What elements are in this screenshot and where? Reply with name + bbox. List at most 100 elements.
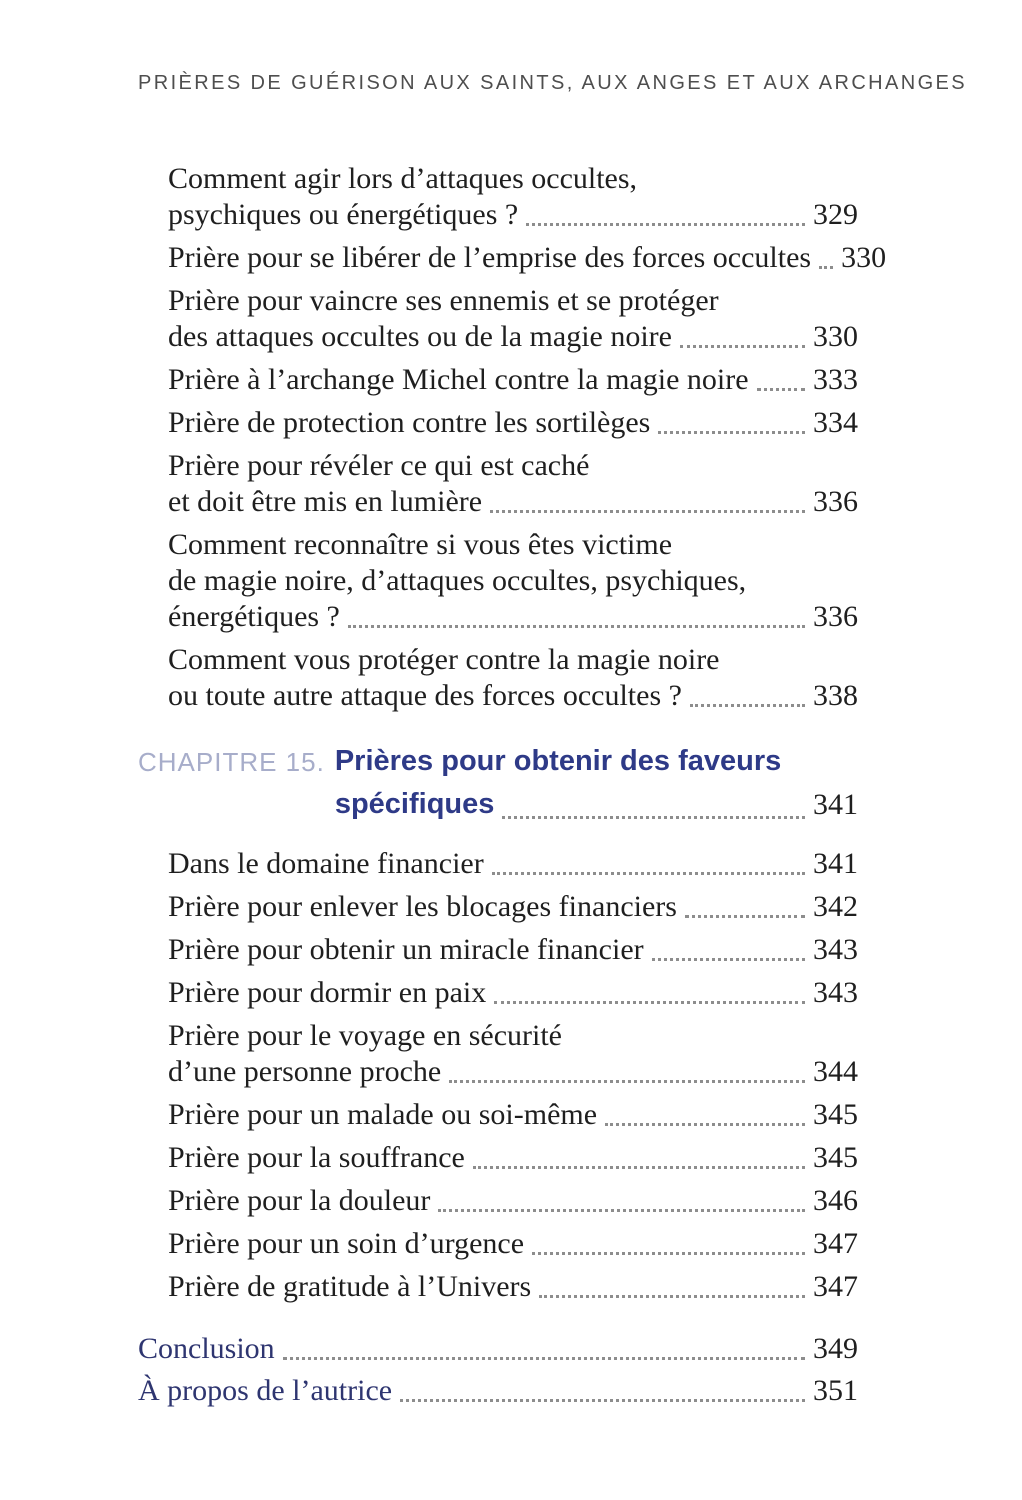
entry-text-line[interactable]: Comment vous protéger contre la magie no… bbox=[168, 643, 720, 676]
dotted-leader bbox=[819, 266, 834, 269]
entry-title[interactable]: et doit être mis en lumière bbox=[168, 485, 483, 518]
page-number[interactable]: 336 bbox=[813, 600, 858, 633]
entry-last-line: Prière pour enlever les blocages financi… bbox=[168, 889, 858, 925]
entry-last-line: ou toute autre attaque des forces occult… bbox=[168, 678, 858, 714]
entry-last-line: À propos de l’autrice 351 bbox=[138, 1373, 858, 1409]
chapter-title-line2-row: spécifiques 341 bbox=[335, 783, 858, 826]
entry-last-line: Prière à l’archange Michel contre la mag… bbox=[168, 362, 858, 398]
dotted-leader bbox=[689, 704, 805, 707]
entry-title[interactable]: Prière pour enlever les blocages financi… bbox=[168, 890, 677, 923]
entry-lines: Prière pour obtenir un miracle financier… bbox=[168, 932, 858, 968]
entry-lines: Prière pour le voyage en sécurité d’une p… bbox=[168, 1018, 858, 1090]
page-number[interactable]: 345 bbox=[813, 1098, 858, 1131]
entry-last-line: Prière pour un malade ou soi-même 345 bbox=[168, 1097, 858, 1133]
entry-lines: Prière pour vaincre ses ennemis et se pr… bbox=[168, 283, 858, 355]
entry-text-line[interactable]: Prière pour vaincre ses ennemis et se pr… bbox=[168, 284, 719, 317]
toc-entry: Dans le domaine financier 341 bbox=[138, 846, 858, 882]
entry-last-line: des attaques occultes ou de la magie noi… bbox=[168, 319, 858, 355]
toc-entry: Prière pour le voyage en sécurité d’une p… bbox=[138, 1018, 858, 1090]
page-number[interactable]: 347 bbox=[813, 1270, 858, 1303]
page-number[interactable]: 343 bbox=[813, 933, 858, 966]
entry-lines: Comment agir lors d’attaques occultes, ps… bbox=[168, 161, 858, 233]
page-number[interactable]: 330 bbox=[841, 241, 887, 274]
entry-lines: Prière pour un soin d’urgence 347 bbox=[168, 1226, 858, 1262]
entry-title[interactable]: Conclusion bbox=[138, 1332, 275, 1365]
toc-entry: À propos de l’autrice 351 bbox=[138, 1373, 858, 1409]
toc-entry: Prière pour un malade ou soi-même 345 bbox=[138, 1097, 858, 1133]
entry-lines: Prière pour dormir en paix 343 bbox=[168, 975, 858, 1011]
dotted-leader bbox=[282, 1357, 805, 1360]
entry-text-line[interactable]: Prière pour révéler ce qui est caché bbox=[168, 449, 590, 482]
entry-title[interactable]: d’une personne proche bbox=[168, 1055, 442, 1088]
chapter-title-block: Prières pour obtenir des faveurs spécifi… bbox=[335, 740, 858, 826]
entry-last-line: énergétiques ? 336 bbox=[168, 599, 858, 635]
entry-lines: Prière pour révéler ce qui est caché et d… bbox=[168, 448, 858, 520]
page-number[interactable]: 344 bbox=[813, 1055, 858, 1088]
toc-backmatter: Conclusion 349 À propos de l’autrice 351 bbox=[138, 1331, 858, 1409]
entry-last-line: Prière pour obtenir un miracle financier… bbox=[168, 932, 858, 968]
chapter-15-heading: CHAPITRE 15. Prières pour obtenir des fa… bbox=[138, 740, 858, 826]
entry-lines: Prière pour la souffrance 345 bbox=[168, 1140, 858, 1176]
page-number[interactable]: 341 bbox=[813, 847, 858, 880]
dotted-leader bbox=[491, 872, 805, 875]
page-number[interactable]: 343 bbox=[813, 976, 858, 1009]
page-number[interactable]: 330 bbox=[813, 320, 858, 353]
toc-entry: Conclusion 349 bbox=[138, 1331, 858, 1367]
entry-lines: Comment reconnaître si vous êtes victime… bbox=[168, 527, 858, 635]
entry-title[interactable]: Prière pour dormir en paix bbox=[168, 976, 487, 1009]
entry-title[interactable]: ou toute autre attaque des forces occult… bbox=[168, 679, 682, 712]
entry-lines: Prière pour la douleur 346 bbox=[168, 1183, 858, 1219]
entry-title[interactable]: Prière pour la douleur bbox=[168, 1184, 431, 1217]
page-number[interactable]: 346 bbox=[813, 1184, 858, 1217]
toc-entry: Prière pour vaincre ses ennemis et se pr… bbox=[138, 283, 858, 355]
entry-text-line[interactable]: Comment agir lors d’attaques occultes, bbox=[168, 162, 638, 195]
entry-title[interactable]: psychiques ou énergétiques ? bbox=[168, 198, 519, 231]
toc-section-2: Dans le domaine financier 341 Prière pour… bbox=[138, 846, 858, 1305]
entry-title[interactable]: Prière pour un soin d’urgence bbox=[168, 1227, 525, 1260]
entry-title[interactable]: Prière à l’archange Michel contre la mag… bbox=[168, 363, 749, 396]
page-number[interactable]: 347 bbox=[813, 1227, 858, 1260]
chapter-title-line1[interactable]: Prières pour obtenir des faveurs bbox=[334, 745, 782, 777]
entry-title[interactable]: Prière pour obtenir un miracle financier bbox=[168, 933, 644, 966]
entry-title[interactable]: Prière de gratitude à l’Univers bbox=[168, 1270, 532, 1303]
page-number[interactable]: 341 bbox=[813, 788, 858, 821]
entry-last-line: Prière de gratitude à l’Univers 347 bbox=[168, 1269, 858, 1305]
page-number[interactable]: 329 bbox=[813, 198, 858, 231]
entry-lines: Prière de gratitude à l’Univers 347 bbox=[168, 1269, 858, 1305]
page-number[interactable]: 336 bbox=[813, 485, 858, 518]
dotted-leader bbox=[684, 915, 805, 918]
dotted-leader bbox=[347, 625, 805, 628]
dotted-leader bbox=[400, 1399, 805, 1402]
entry-title[interactable]: À propos de l’autrice bbox=[138, 1374, 393, 1407]
toc-entry: Comment agir lors d’attaques occultes, ps… bbox=[138, 161, 858, 233]
entry-last-line: Prière de protection contre les sortilèg… bbox=[168, 405, 858, 441]
entry-title[interactable]: Prière de protection contre les sortilèg… bbox=[168, 406, 651, 439]
entry-lines: Prière pour un malade ou soi-même 345 bbox=[168, 1097, 858, 1133]
toc-entry: Prière pour révéler ce qui est caché et d… bbox=[138, 448, 858, 520]
page-number[interactable]: 345 bbox=[813, 1141, 858, 1174]
entry-text-line[interactable]: Prière pour le voyage en sécurité bbox=[168, 1019, 562, 1052]
page-number[interactable]: 349 bbox=[813, 1332, 858, 1365]
toc-entry: Comment reconnaître si vous êtes victime… bbox=[138, 527, 858, 635]
page-number[interactable]: 333 bbox=[813, 363, 858, 396]
page-number[interactable]: 342 bbox=[813, 890, 858, 923]
page-number[interactable]: 351 bbox=[813, 1374, 858, 1407]
entry-text-line[interactable]: Comment reconnaître si vous êtes victime bbox=[168, 528, 673, 561]
page-number[interactable]: 338 bbox=[813, 679, 858, 712]
entry-title[interactable]: Prière pour un malade ou soi-même bbox=[168, 1098, 598, 1131]
entry-title[interactable]: énergétiques ? bbox=[168, 600, 340, 633]
toc-entry: Prière pour la douleur 346 bbox=[138, 1183, 858, 1219]
page-number[interactable]: 334 bbox=[813, 406, 858, 439]
entry-title[interactable]: Prière pour la souffrance bbox=[168, 1141, 465, 1174]
toc-entry: Comment vous protéger contre la magie no… bbox=[138, 642, 858, 714]
dotted-leader bbox=[658, 431, 805, 434]
chapter-number-label: CHAPITRE 15. bbox=[138, 747, 325, 777]
entry-text-line[interactable]: de magie noire, d’attaques occultes, psy… bbox=[168, 564, 747, 597]
entry-title[interactable]: Prière pour se libérer de l’emprise des … bbox=[168, 241, 812, 274]
dotted-leader bbox=[756, 388, 805, 391]
entry-title[interactable]: des attaques occultes ou de la magie noi… bbox=[168, 320, 672, 353]
entry-last-line: Dans le domaine financier 341 bbox=[168, 846, 858, 882]
entry-last-line: Prière pour dormir en paix 343 bbox=[168, 975, 858, 1011]
entry-title[interactable]: Dans le domaine financier bbox=[168, 847, 484, 880]
chapter-title-line2[interactable]: spécifiques bbox=[334, 788, 495, 820]
